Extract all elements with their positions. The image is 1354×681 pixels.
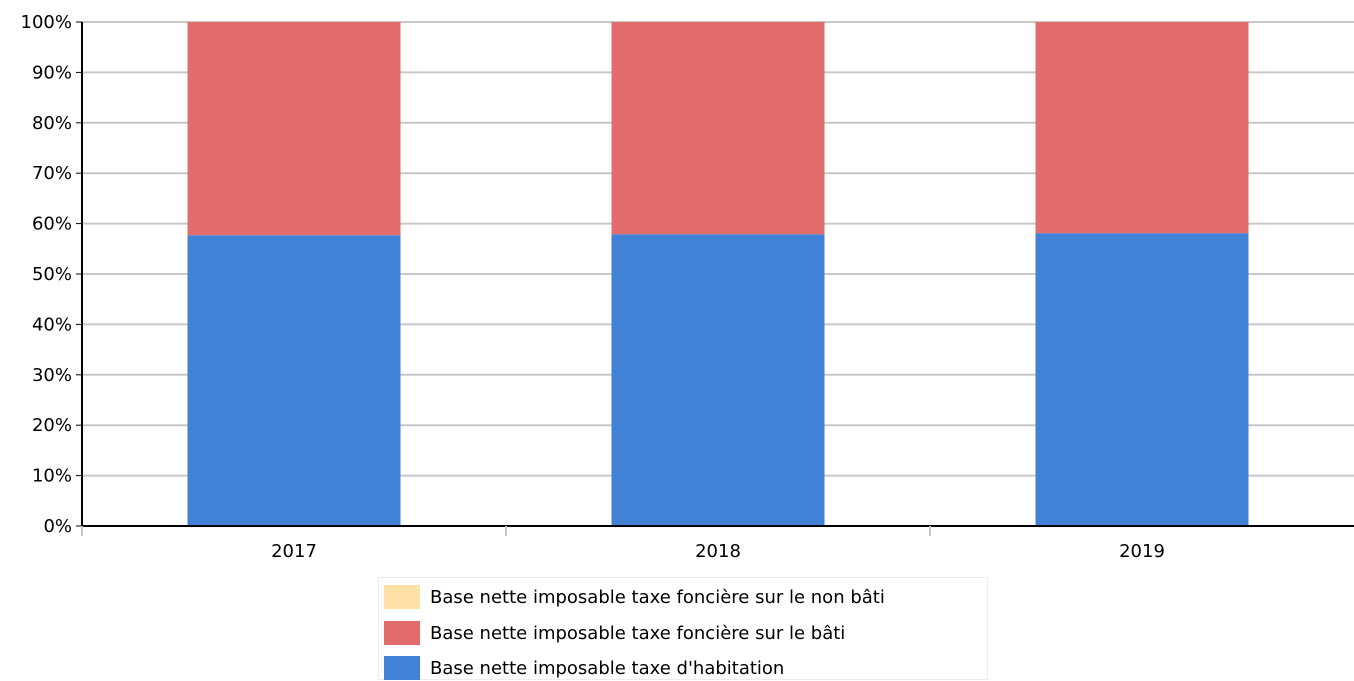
- axes: [76, 21, 1354, 536]
- legend-item-non-bati: Base nette imposable taxe foncière sur l…: [384, 584, 885, 610]
- x-tick-label: 2019: [1119, 541, 1165, 562]
- y-tick-label: 100%: [21, 12, 72, 33]
- bar-segment: [187, 235, 401, 526]
- x-axis-tick-labels: 2017 2018 2019: [271, 541, 1165, 562]
- x-tick-label: 2017: [271, 541, 317, 562]
- y-tick-label: 80%: [32, 113, 72, 134]
- bar-segment: [611, 234, 825, 526]
- legend: Base nette imposable taxe foncière sur l…: [378, 577, 988, 680]
- bars: [187, 22, 1249, 526]
- legend-swatch: [384, 621, 420, 645]
- y-tick-label: 90%: [32, 62, 72, 83]
- y-tick-label: 60%: [32, 214, 72, 235]
- legend-item-habitation: Base nette imposable taxe d'habitation: [384, 655, 784, 681]
- y-tick-label: 10%: [32, 466, 72, 487]
- legend-item-bati: Base nette imposable taxe foncière sur l…: [384, 620, 845, 646]
- legend-swatch: [384, 585, 420, 609]
- y-tick-label: 40%: [32, 314, 72, 335]
- bar-segment: [1035, 22, 1249, 234]
- y-tick-label: 30%: [32, 365, 72, 386]
- y-axis-tick-labels: 0% 10% 20% 30% 40% 50% 60% 70% 80% 90% 100%: [21, 12, 72, 537]
- x-tick-label: 2018: [695, 541, 741, 562]
- y-tick-label: 70%: [32, 163, 72, 184]
- y-tick-label: 0%: [43, 516, 72, 537]
- y-tick-label: 50%: [32, 264, 72, 285]
- bar-segment: [187, 22, 401, 236]
- bar-segment: [611, 22, 825, 235]
- y-tick-label: 20%: [32, 415, 72, 436]
- legend-swatch: [384, 656, 420, 680]
- legend-label: Base nette imposable taxe foncière sur l…: [430, 586, 885, 608]
- legend-label: Base nette imposable taxe foncière sur l…: [430, 622, 846, 644]
- bar-segment: [1035, 233, 1249, 526]
- legend-label: Base nette imposable taxe d'habitation: [430, 657, 785, 679]
